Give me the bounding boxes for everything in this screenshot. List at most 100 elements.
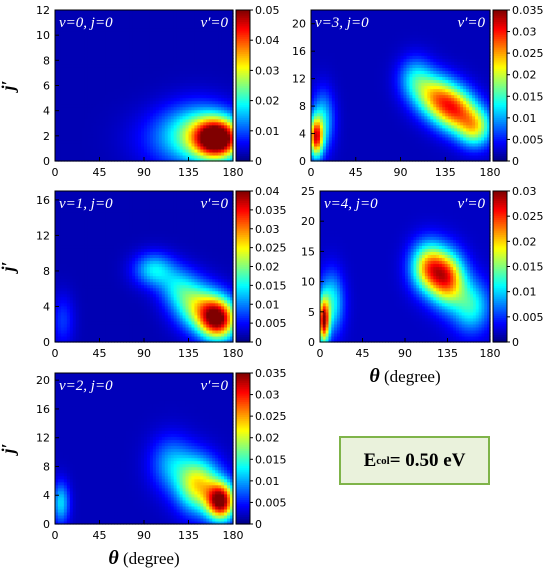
heatmap-cell	[108, 142, 112, 147]
heatmap-cell	[81, 124, 86, 129]
heatmap-cell	[117, 85, 121, 90]
heatmap-cell	[90, 85, 95, 90]
final-state-label: v′=0	[200, 15, 228, 31]
heatmap-cell	[60, 34, 65, 38]
heatmap-cell	[90, 10, 95, 14]
heatmap-cell	[87, 151, 92, 156]
heatmap-cell	[102, 130, 107, 135]
heatmap-cell	[69, 49, 74, 53]
heatmap-cell	[99, 82, 104, 87]
heatmap-cell	[55, 115, 59, 120]
heatmap-cell	[117, 103, 121, 108]
heatmap-cell	[102, 13, 107, 17]
colorbar: 00.010.020.030.040.05	[235, 4, 280, 168]
y-tick-label: 8	[43, 54, 50, 67]
heatmap-cell	[81, 142, 86, 147]
heatmap-cell	[102, 88, 107, 93]
heatmap-cell	[99, 124, 104, 129]
heatmap-cell	[72, 100, 77, 105]
heatmap-cell	[108, 61, 112, 65]
heatmap-cell	[72, 73, 77, 78]
heatmap-cell	[78, 73, 83, 78]
heatmap-cell	[87, 19, 92, 23]
heatmap-cell	[63, 127, 68, 132]
x-tick-label: 90	[137, 166, 151, 179]
heatmap-cell	[105, 40, 109, 44]
heatmap-cell	[60, 73, 65, 78]
heatmap-cell	[96, 46, 101, 50]
heatmap-cell	[60, 136, 65, 141]
heatmap-cell	[55, 88, 59, 93]
heatmap-cell	[63, 10, 68, 14]
heatmap-cells	[55, 10, 234, 162]
heatmap-cell	[57, 157, 62, 162]
heatmap-cell	[78, 109, 83, 114]
heatmap-cell	[99, 109, 104, 114]
heatmap-cell	[69, 124, 74, 129]
heatmap-cell	[93, 88, 98, 93]
heatmap-cell	[60, 106, 65, 111]
heatmap-cell	[57, 88, 62, 93]
heatmap-cell	[69, 100, 74, 105]
heatmap-cell	[78, 49, 83, 53]
heatmap-cell	[60, 58, 65, 62]
heatmap-cell	[111, 85, 115, 90]
heatmap-cell	[66, 106, 71, 111]
heatmap-cell	[60, 109, 65, 114]
heatmap-cell	[75, 22, 80, 26]
heatmap-cell	[78, 157, 83, 162]
heatmap-cell	[99, 154, 104, 159]
heatmap-cell	[93, 46, 98, 50]
heatmap-cell	[111, 124, 115, 129]
heatmap-cell	[99, 148, 104, 153]
heatmap-cell	[93, 97, 98, 102]
heatmap-cell	[75, 28, 80, 32]
heatmap-cell	[90, 106, 95, 111]
heatmap-cell	[69, 154, 74, 159]
heatmap-cell	[55, 40, 59, 44]
heatmap-cell	[93, 136, 98, 141]
heatmap-cell	[75, 70, 80, 75]
heatmap-cell	[66, 82, 71, 87]
heatmap-cell	[99, 22, 104, 26]
heatmap-cell	[60, 76, 65, 81]
heatmap-cell	[72, 16, 77, 20]
heatmap-cell	[66, 109, 71, 114]
heatmap-cell	[105, 133, 109, 138]
heatmap-cell	[93, 115, 98, 120]
heatmap-cell	[60, 70, 65, 75]
heatmap-cell	[72, 145, 77, 150]
heatmap-cell	[57, 28, 62, 32]
heatmap-cell	[55, 118, 59, 123]
heatmap-cell	[96, 34, 101, 38]
heatmap-cell	[87, 88, 92, 93]
heatmap-cell	[69, 61, 74, 65]
heatmap-cell	[117, 127, 121, 132]
heatmap-cell	[93, 100, 98, 105]
heatmap-cell	[57, 148, 62, 153]
heatmap-cell	[111, 37, 115, 41]
heatmap-cell	[57, 25, 62, 29]
initial-state-label: v=0, j=0	[59, 15, 113, 31]
heatmap-cell	[60, 16, 65, 20]
heatmap-cell	[69, 109, 74, 114]
heatmap-cell	[66, 28, 71, 32]
heatmap-cell	[114, 76, 118, 81]
heatmap-cell	[81, 133, 86, 138]
heatmap-cell	[78, 82, 83, 87]
heatmap-cell	[72, 85, 77, 90]
heatmap-cell	[81, 46, 86, 50]
heatmap-cell	[99, 142, 104, 147]
heatmap-cell	[57, 145, 62, 150]
heatmap-cell	[84, 100, 89, 105]
heatmap-cell	[114, 157, 118, 162]
heatmap-cell	[78, 97, 83, 102]
heatmap-cell	[99, 103, 104, 108]
heatmap-cell	[93, 103, 98, 108]
heatmap-cell	[60, 19, 65, 23]
heatmap-cell	[102, 10, 107, 14]
heatmap-cell	[63, 100, 68, 105]
heatmap-cell	[111, 10, 115, 14]
heatmap-cell	[75, 109, 80, 114]
heatmap-cell	[102, 100, 107, 105]
